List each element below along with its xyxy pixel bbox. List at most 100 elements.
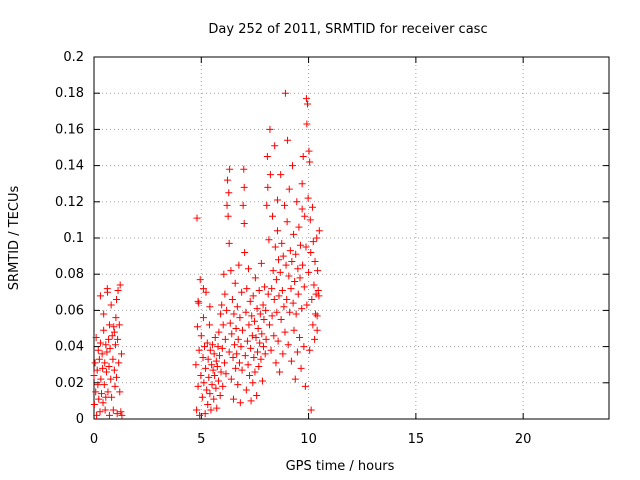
- data-point: [246, 297, 254, 305]
- data-point: [256, 310, 264, 318]
- data-point: [102, 393, 110, 401]
- data-point: [114, 335, 122, 343]
- data-point: [239, 201, 247, 209]
- data-point: [103, 348, 111, 356]
- x-tick-label: 5: [197, 432, 205, 447]
- data-point: [94, 346, 102, 354]
- data-point: [91, 359, 99, 367]
- data-point: [208, 381, 216, 389]
- data-point: [240, 220, 248, 228]
- data-point: [227, 267, 235, 275]
- data-point: [196, 411, 204, 419]
- y-tick-label: 0: [76, 412, 84, 427]
- data-point: [234, 335, 242, 343]
- data-point: [265, 236, 273, 244]
- data-point: [193, 214, 201, 222]
- data-point: [90, 401, 98, 409]
- data-point: [299, 261, 307, 269]
- data-point: [200, 379, 208, 387]
- data-point: [217, 310, 225, 318]
- y-tick-label: 0.2: [63, 50, 84, 65]
- data-point: [292, 250, 300, 258]
- data-point: [258, 377, 266, 385]
- data-point: [281, 89, 289, 97]
- data-point: [248, 312, 256, 320]
- data-point: [298, 205, 306, 213]
- data-point: [274, 337, 282, 345]
- data-point: [305, 268, 313, 276]
- data-point: [278, 239, 286, 247]
- data-point: [111, 382, 119, 390]
- data-point: [201, 410, 209, 418]
- data-point: [261, 283, 269, 291]
- data-point: [289, 299, 297, 307]
- data-point: [228, 330, 236, 338]
- data-point: [107, 301, 115, 309]
- data-point: [306, 346, 314, 354]
- data-point: [313, 312, 321, 320]
- data-point: [294, 265, 302, 273]
- x-tick-label: 0: [90, 432, 98, 447]
- data-point: [96, 292, 104, 300]
- data-point: [97, 375, 105, 383]
- data-point: [93, 411, 101, 419]
- data-point: [102, 341, 110, 349]
- data-point: [232, 325, 240, 332]
- data-point: [247, 397, 255, 405]
- data-point: [258, 330, 266, 338]
- data-point: [220, 270, 228, 278]
- data-point: [267, 346, 275, 354]
- data-point: [286, 308, 294, 316]
- data-point: [303, 120, 311, 128]
- data-point: [201, 343, 209, 351]
- data-point: [283, 218, 291, 226]
- data-point: [212, 384, 220, 392]
- data-point: [262, 306, 270, 314]
- data-point: [268, 285, 276, 293]
- y-axis-label: SRMTID / TECUs: [7, 186, 22, 291]
- data-point: [268, 312, 276, 320]
- data-point: [291, 375, 299, 383]
- data-point: [223, 306, 231, 314]
- data-point: [102, 368, 110, 376]
- data-point: [225, 239, 233, 247]
- data-point: [198, 393, 206, 401]
- data-point: [232, 364, 240, 372]
- data-point: [114, 286, 122, 294]
- data-point: [100, 381, 108, 389]
- data-point: [235, 359, 243, 367]
- data-point: [199, 353, 207, 361]
- data-point: [277, 315, 285, 323]
- data-point: [109, 406, 117, 414]
- data-point: [108, 332, 116, 340]
- data-point: [227, 375, 235, 383]
- data-point: [209, 366, 217, 374]
- data-point: [284, 136, 292, 144]
- data-point: [208, 361, 216, 369]
- data-point: [206, 303, 214, 311]
- y-tick-label: 0.02: [55, 376, 84, 391]
- data-point: [241, 352, 249, 360]
- data-point: [314, 286, 322, 294]
- data-point: [238, 326, 246, 334]
- data-point: [251, 317, 259, 325]
- y-tick-label: 0.06: [55, 303, 84, 318]
- data-point: [116, 388, 124, 396]
- data-point: [297, 364, 305, 372]
- data-point: [261, 350, 269, 358]
- data-point: [210, 395, 218, 403]
- data-point: [288, 258, 296, 266]
- data-point: [194, 382, 202, 390]
- data-point: [251, 274, 259, 282]
- data-point: [206, 390, 214, 398]
- data-point: [205, 321, 213, 329]
- data-point: [264, 290, 272, 298]
- data-point: [233, 303, 241, 311]
- data-point: [288, 162, 296, 170]
- data-point: [221, 290, 229, 298]
- data-point: [283, 296, 291, 304]
- data-point: [202, 288, 210, 296]
- data-point: [275, 292, 283, 300]
- data-point: [192, 361, 200, 369]
